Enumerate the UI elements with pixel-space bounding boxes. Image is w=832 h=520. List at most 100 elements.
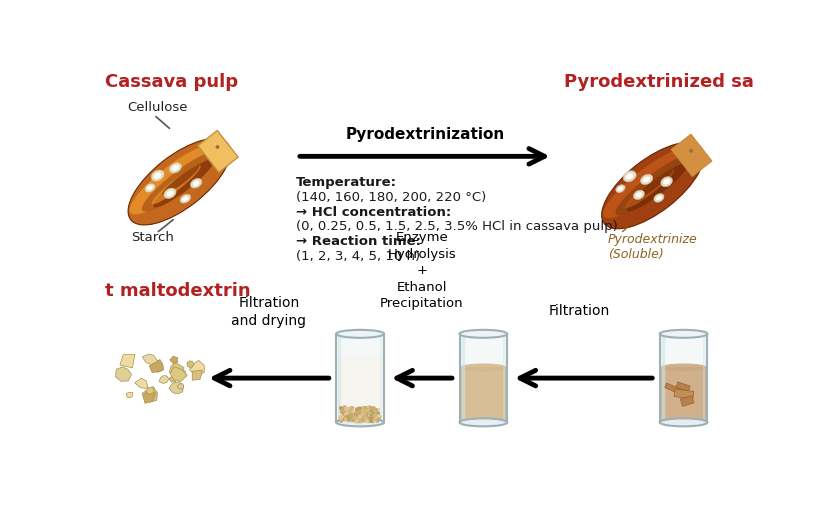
Circle shape <box>353 420 354 421</box>
Polygon shape <box>170 356 178 363</box>
Polygon shape <box>336 334 384 422</box>
Text: Cassava pulp: Cassava pulp <box>105 73 238 91</box>
Circle shape <box>363 418 365 421</box>
Circle shape <box>363 411 366 414</box>
Polygon shape <box>169 382 184 394</box>
Circle shape <box>371 414 374 418</box>
Circle shape <box>353 417 354 418</box>
Circle shape <box>354 420 358 423</box>
Circle shape <box>351 416 354 419</box>
Circle shape <box>373 408 374 410</box>
Ellipse shape <box>603 148 691 218</box>
Circle shape <box>377 413 379 414</box>
Circle shape <box>344 419 346 421</box>
Circle shape <box>348 415 349 417</box>
Circle shape <box>360 409 364 412</box>
Ellipse shape <box>459 419 508 426</box>
Ellipse shape <box>633 190 644 200</box>
Circle shape <box>359 409 363 412</box>
Circle shape <box>358 411 359 413</box>
Ellipse shape <box>171 164 180 171</box>
Circle shape <box>370 420 372 422</box>
Ellipse shape <box>642 176 651 183</box>
Polygon shape <box>674 389 694 399</box>
Circle shape <box>374 414 376 416</box>
Circle shape <box>348 417 350 420</box>
Circle shape <box>355 410 358 412</box>
Circle shape <box>349 413 352 416</box>
Circle shape <box>372 411 374 413</box>
Circle shape <box>369 420 371 422</box>
Circle shape <box>350 407 352 409</box>
Circle shape <box>370 414 373 417</box>
Text: Pyrodextrinization: Pyrodextrinization <box>345 127 504 142</box>
Text: Pyrodextrinize
(Soluble): Pyrodextrinize (Soluble) <box>608 233 698 262</box>
Circle shape <box>366 412 369 414</box>
Ellipse shape <box>459 330 508 338</box>
Circle shape <box>343 407 346 410</box>
Ellipse shape <box>336 330 384 338</box>
Circle shape <box>367 408 370 411</box>
Ellipse shape <box>153 159 215 207</box>
Circle shape <box>351 413 354 417</box>
Text: Cellulose: Cellulose <box>127 100 188 113</box>
Circle shape <box>376 417 378 419</box>
Circle shape <box>351 419 354 422</box>
Circle shape <box>369 418 372 421</box>
Circle shape <box>358 420 360 422</box>
Circle shape <box>215 145 220 149</box>
Ellipse shape <box>164 188 176 199</box>
Circle shape <box>353 411 354 413</box>
Circle shape <box>361 409 364 411</box>
Text: Filtration
and drying: Filtration and drying <box>231 296 306 328</box>
Circle shape <box>354 415 356 418</box>
Circle shape <box>359 412 362 415</box>
Circle shape <box>340 418 342 420</box>
Circle shape <box>357 408 360 410</box>
Ellipse shape <box>625 170 674 208</box>
Ellipse shape <box>151 170 164 181</box>
Circle shape <box>364 411 366 413</box>
Text: → Reaction time:: → Reaction time: <box>296 235 421 248</box>
Ellipse shape <box>151 165 201 204</box>
Circle shape <box>374 415 377 418</box>
Circle shape <box>345 408 347 409</box>
Ellipse shape <box>636 192 642 198</box>
Ellipse shape <box>169 163 181 173</box>
Polygon shape <box>459 368 508 422</box>
Polygon shape <box>192 370 202 380</box>
Circle shape <box>362 407 364 409</box>
Circle shape <box>367 411 370 414</box>
Circle shape <box>370 415 374 419</box>
Circle shape <box>355 408 359 411</box>
Circle shape <box>358 412 361 414</box>
Circle shape <box>354 416 357 419</box>
Circle shape <box>340 408 343 411</box>
Circle shape <box>359 415 362 418</box>
Polygon shape <box>135 378 148 388</box>
Ellipse shape <box>182 196 189 202</box>
Ellipse shape <box>166 190 174 197</box>
Circle shape <box>344 415 347 419</box>
Circle shape <box>346 409 349 412</box>
Circle shape <box>349 411 351 413</box>
Circle shape <box>356 414 359 417</box>
Circle shape <box>378 409 379 410</box>
Circle shape <box>344 408 347 411</box>
Circle shape <box>368 406 371 409</box>
Circle shape <box>349 418 351 421</box>
Ellipse shape <box>192 180 200 186</box>
Circle shape <box>364 417 367 420</box>
Circle shape <box>364 413 366 415</box>
Circle shape <box>352 414 354 415</box>
Circle shape <box>372 419 374 421</box>
Circle shape <box>364 419 366 422</box>
Circle shape <box>364 407 366 409</box>
Circle shape <box>350 417 353 419</box>
Circle shape <box>359 408 361 409</box>
Circle shape <box>366 415 368 417</box>
Polygon shape <box>187 361 194 368</box>
Circle shape <box>373 409 375 411</box>
Circle shape <box>357 419 359 422</box>
Polygon shape <box>336 359 384 422</box>
